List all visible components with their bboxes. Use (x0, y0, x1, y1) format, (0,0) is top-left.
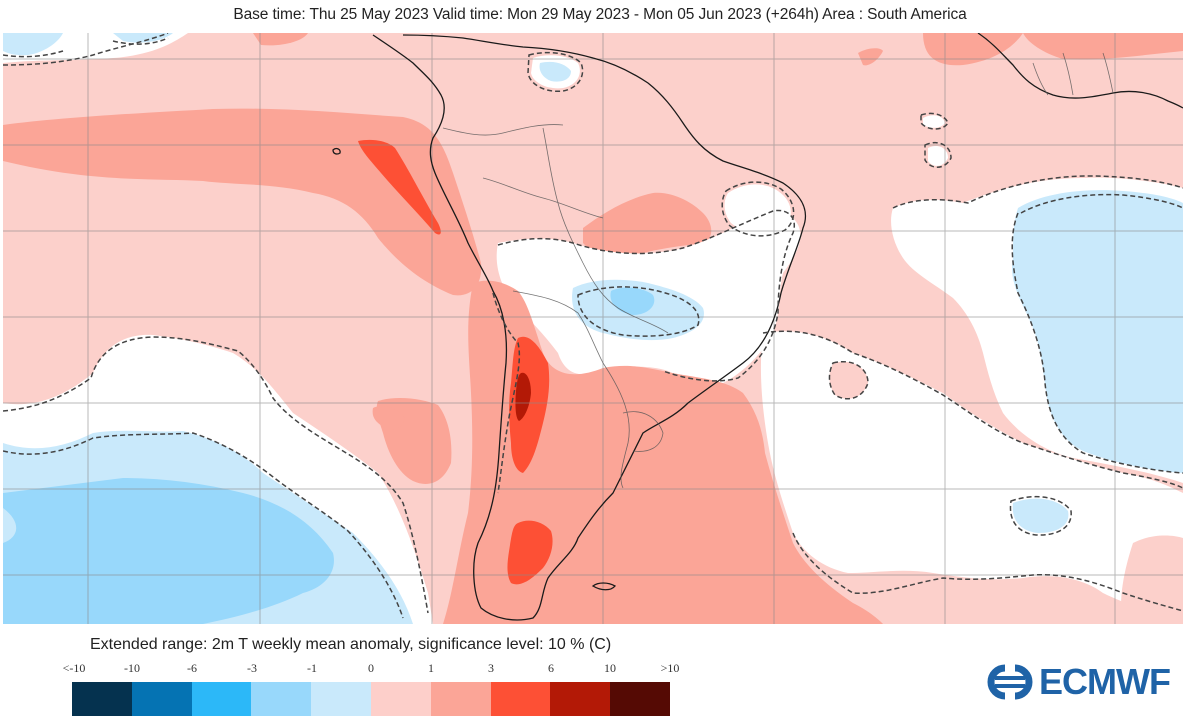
legend-tick: -1 (307, 661, 317, 675)
ecmwf-emblem-icon (987, 664, 1033, 700)
africa-coastline (977, 33, 1183, 109)
significance-contours (3, 33, 1183, 619)
legend-tick: <-10 (62, 661, 86, 675)
south-atlantic-cool-patch (1012, 498, 1069, 533)
n-cool-patch (113, 33, 173, 43)
legend-title: Extended range: 2m T weekly mean anomaly… (90, 636, 612, 653)
anomaly-map (3, 33, 1183, 624)
se-pacific-cool (3, 478, 334, 624)
nw-cool-patch (3, 33, 63, 56)
legend-color-cell (610, 682, 670, 716)
ecmwf-logo-text: ECMWF (1039, 661, 1171, 702)
amazon-warm-patch (583, 192, 712, 256)
legend-tick: 10 (604, 661, 616, 675)
pacific-warm-band (3, 108, 482, 296)
n-warm-patch (253, 33, 308, 46)
south-atlantic-neutral (760, 331, 1183, 624)
map-title: Base time: Thu 25 May 2023 Valid time: M… (233, 6, 967, 23)
atlantic-neutral-island-2 (928, 146, 948, 166)
legend-tick: >10 (660, 661, 680, 675)
legend-tick: 6 (548, 661, 554, 675)
legend-color-cell (131, 682, 192, 716)
legend-tick: -10 (124, 661, 140, 675)
peru-coast-strong-warm (358, 139, 441, 235)
andes-central-peak (515, 372, 531, 421)
central-brazil-cool-core (610, 287, 655, 315)
legend-tick: -3 (247, 661, 257, 675)
venezuela-cool (539, 61, 571, 82)
legend-tick: 1 (428, 661, 434, 675)
legend-color-cell (490, 682, 551, 716)
gridlines (3, 33, 1183, 624)
legend-colorbar (72, 682, 670, 716)
legend-ticks: <-10 -10 -6 -3 -1 0 1 3 6 10 >10 (0, 661, 700, 677)
legend-color-cell (550, 682, 611, 716)
legend-tick: 3 (488, 661, 494, 675)
southern-cone-warm (443, 280, 883, 624)
south-atlantic-se-warm (1121, 535, 1183, 624)
legend-tick: 0 (368, 661, 374, 675)
east-atlantic-cool (1012, 190, 1183, 473)
falkland-islands (591, 582, 616, 591)
galapagos-islands (332, 147, 341, 155)
legend-color-cell (430, 682, 491, 716)
country-borders (442, 52, 1114, 489)
south-atlantic-warm-island (829, 361, 868, 399)
south-america-coastline (372, 34, 807, 621)
legend-color-cell (251, 682, 312, 716)
africa-warm-patch-2 (1023, 33, 1183, 60)
africa-warm-patch (923, 33, 1023, 66)
atlantic-neutral-island-1 (923, 115, 945, 128)
legend-color-cell (370, 682, 431, 716)
patagonia-warm (507, 520, 553, 585)
pacific-warm-patch-mid (372, 406, 405, 430)
legend-color-cell (72, 682, 132, 716)
legend-color-cell (191, 682, 252, 716)
coastlines (332, 33, 1183, 621)
legend-tick: -6 (187, 661, 197, 675)
legend-color-cell (311, 682, 371, 716)
andes-argentina-warm (509, 336, 550, 473)
atlantic-warm-streak (858, 48, 883, 66)
ecmwf-logo: ECMWF (985, 660, 1171, 704)
